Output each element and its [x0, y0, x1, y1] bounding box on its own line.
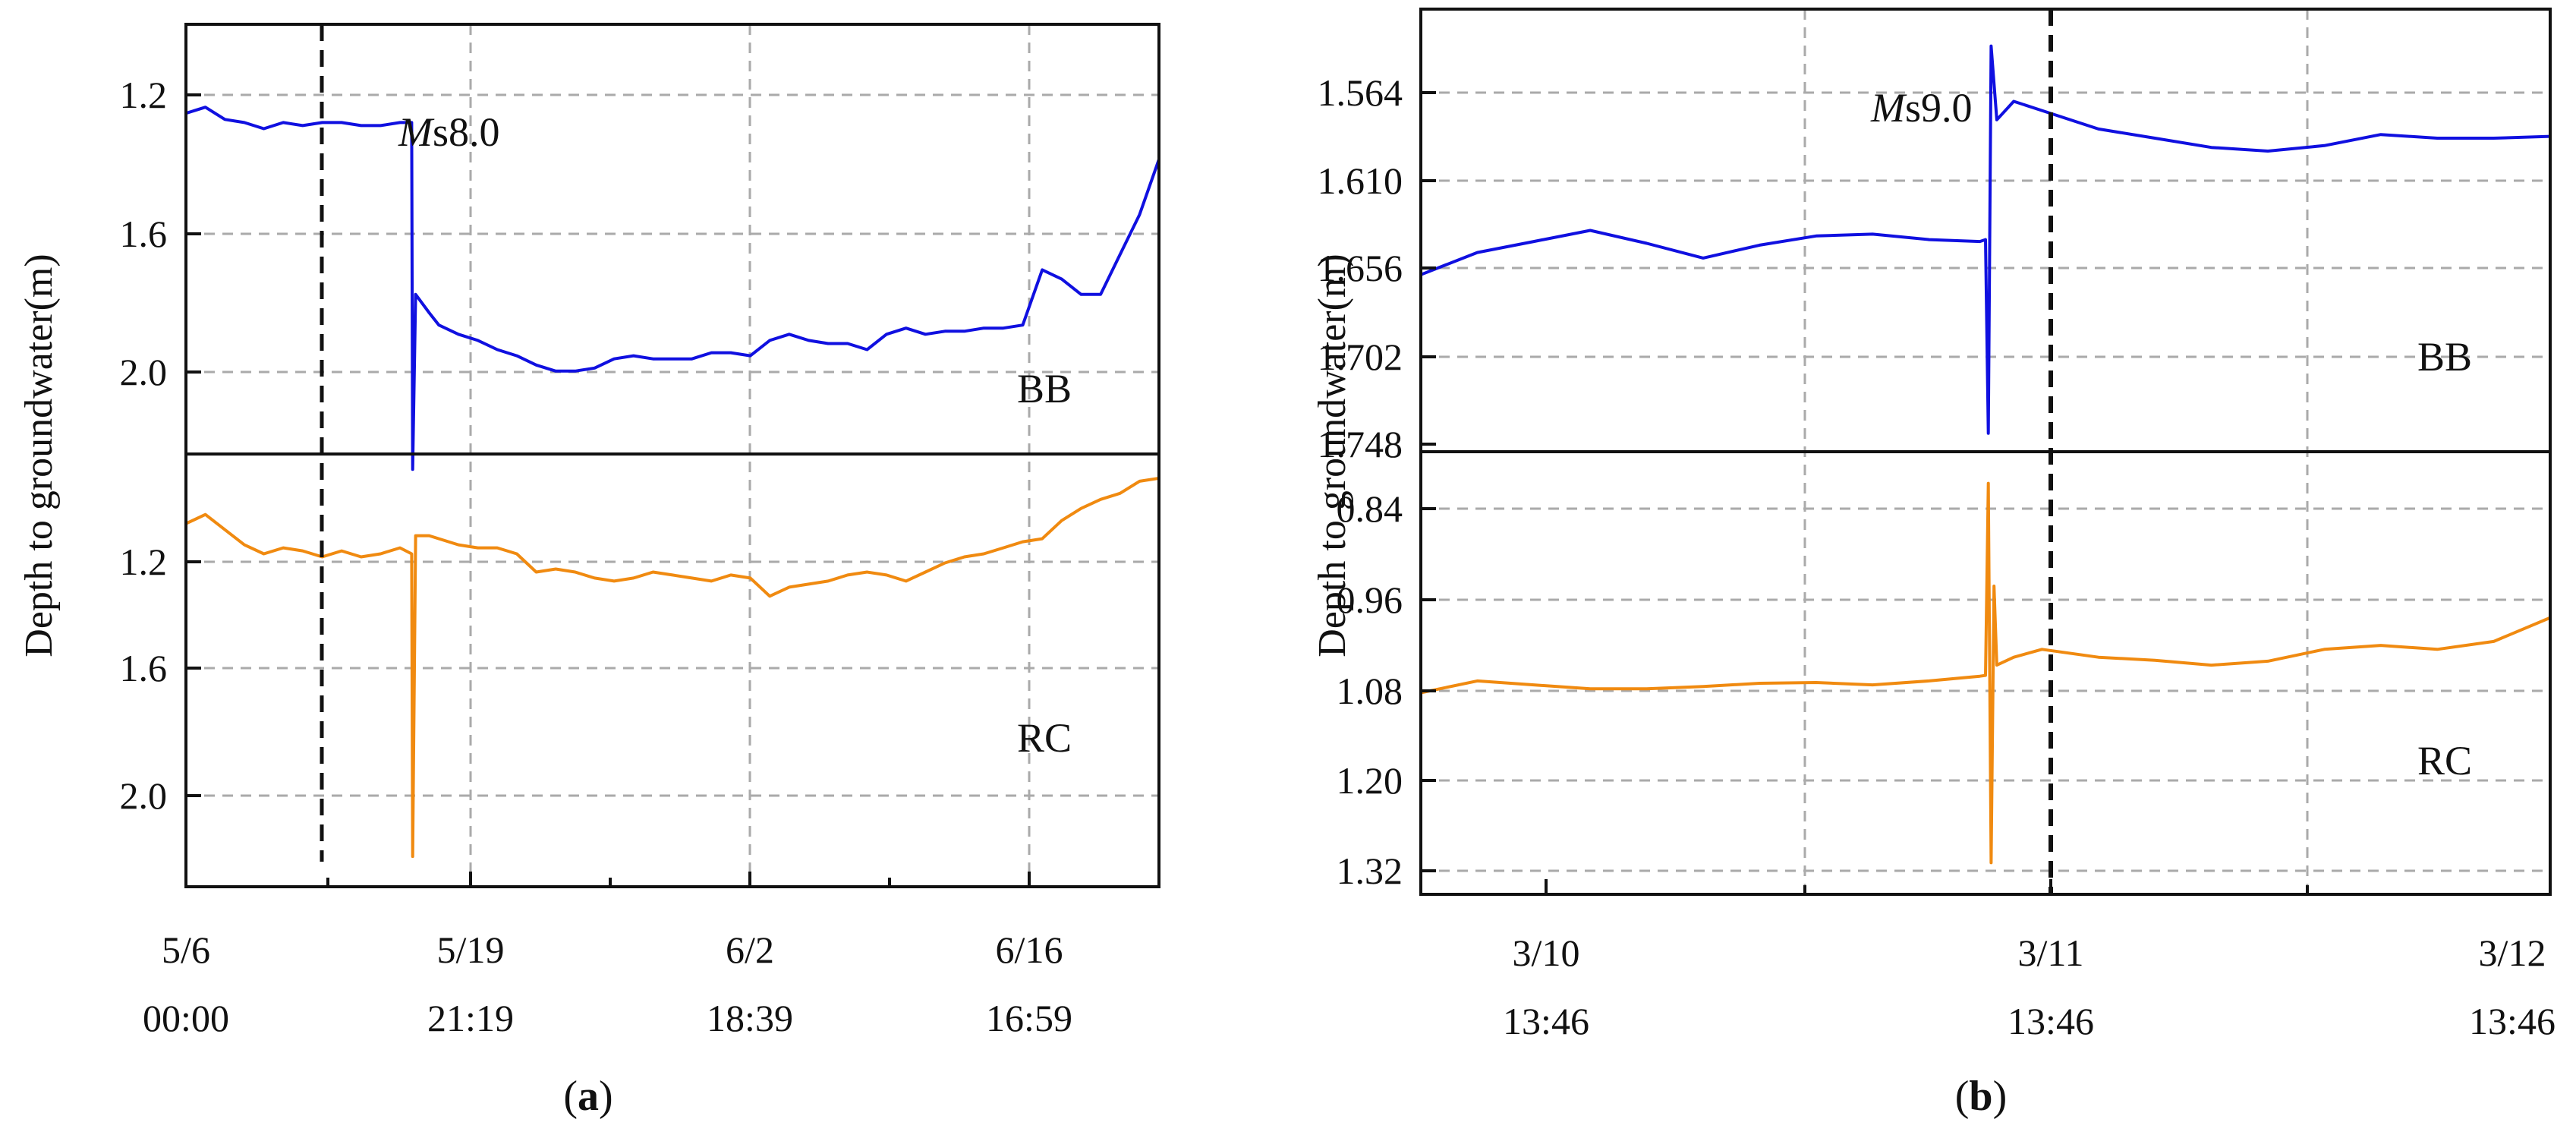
panel-a-bb-series-line [185, 106, 1160, 471]
panel-a-xtick-2-time: 21:19 [427, 997, 514, 1039]
panel-b-bb-ytick-1: 1.564 [1318, 71, 1403, 114]
panel-b-xtick-2-date: 3/11 [2017, 932, 2083, 974]
panel-b: 1.564 1.610 1.656 1.702 1.748 0.84 0.96 … [1311, 8, 2556, 1120]
panel-a-rc-series-line [185, 476, 1160, 859]
panel-a-ticks [184, 93, 1031, 887]
panel-b-xtick-2-time: 13:46 [2008, 1000, 2094, 1042]
panel-a-xtick-3-time: 18:39 [707, 997, 793, 1039]
panel-a-event-annotation: Ms8.0 [398, 109, 500, 155]
panel-a-rc-station-label: RC [1017, 715, 1072, 761]
panel-a-bb-ytick-3: 2.0 [120, 351, 168, 393]
panel-b-bb-series-line [1420, 44, 2551, 435]
panel-a-bb-station-label: BB [1017, 366, 1072, 411]
panel-b-rc-ytick-1: 0.84 [1337, 487, 1403, 530]
panel-a-bb-ytick-2: 1.6 [120, 213, 168, 255]
panel-b-xtick-1-time: 13:46 [1503, 1000, 1589, 1042]
panel-a-xtick-2-date: 5/19 [437, 928, 505, 971]
panel-b-bb-ytick-3: 1.656 [1318, 247, 1403, 289]
panel-b-xtick-3-date: 3/12 [2479, 932, 2546, 974]
panel-a: 1.2 1.6 2.0 1.2 1.6 2.0 Depth to groundw… [17, 23, 1160, 1120]
panel-a-y-axis-label: Depth to groundwater(m) [17, 254, 61, 657]
panel-b-rc-series-line [1420, 481, 2551, 865]
panel-a-xtick-4-date: 6/16 [996, 928, 1063, 971]
panel-a-grid [186, 24, 1159, 887]
panel-b-event-annotation: Ms9.0 [1870, 85, 1973, 131]
panel-b-ticks [1421, 91, 2552, 894]
panel-a-xtick-3-date: 6/2 [726, 928, 774, 971]
panel-a-rc-ytick-2: 1.6 [120, 647, 168, 689]
panel-a-rc-ytick-3: 2.0 [120, 774, 168, 817]
panel-b-rc-ytick-2: 0.96 [1337, 579, 1403, 621]
panel-a-rc-ytick-1: 1.2 [120, 541, 168, 583]
panel-b-bb-station-label: BB [2417, 334, 2472, 380]
panel-a-xtick-1-date: 5/6 [162, 928, 210, 971]
panel-b-y-axis-label: Depth to groundwater(m) [1311, 254, 1354, 657]
panel-b-rc-ytick-3: 1.08 [1337, 670, 1403, 712]
panel-a-bb-ytick-1: 1.2 [120, 74, 168, 116]
panel-b-rc-station-label: RC [2417, 738, 2472, 783]
panel-a-label: (a) [563, 1073, 613, 1120]
panel-a-xtick-4-time: 16:59 [986, 997, 1072, 1039]
panel-b-xtick-1-date: 3/10 [1513, 932, 1580, 974]
panel-a-xtick-1-time: 00:00 [143, 997, 229, 1039]
panel-b-bb-ytick-2: 1.610 [1318, 159, 1403, 202]
panel-b-bb-ytick-5: 1.748 [1318, 423, 1403, 465]
panel-b-label: (b) [1955, 1073, 2007, 1120]
panel-b-rc-ytick-4: 1.20 [1337, 759, 1403, 802]
panel-b-bb-ytick-4: 1.702 [1318, 336, 1403, 378]
panel-b-xtick-3-time: 13:46 [2469, 1000, 2556, 1042]
panel-b-rc-ytick-5: 1.32 [1337, 850, 1403, 892]
